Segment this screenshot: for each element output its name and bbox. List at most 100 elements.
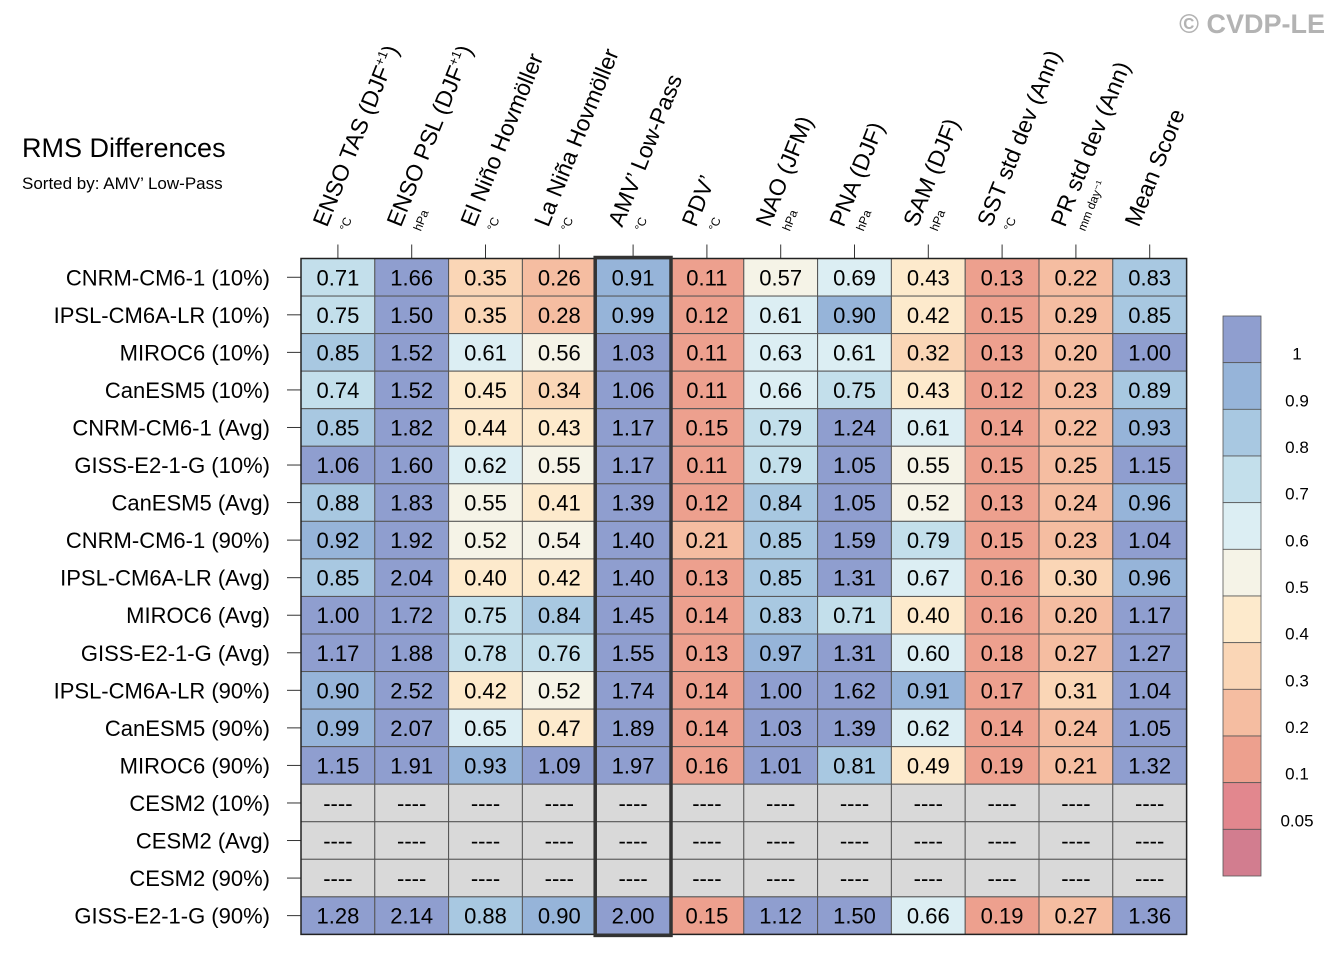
cell-value-label: 0.11: [686, 453, 727, 478]
heatmap-cell: [743, 595, 819, 635]
heatmap-cell: [669, 633, 745, 673]
heatmap-cell: [743, 708, 819, 748]
heatmap-cell: [1112, 671, 1188, 710]
column-label-text: Mean Score: [1119, 105, 1190, 230]
cell-value-label: 0.34: [538, 378, 581, 403]
heatmap-cell: [964, 408, 1040, 447]
heatmap-cell: [300, 520, 376, 560]
row-label: GISS-E2-1-G (90%): [74, 904, 270, 929]
cell-value-label: 1.00: [316, 603, 359, 628]
cell-value-label: ----: [545, 791, 574, 816]
heatmap-cell: [817, 483, 892, 522]
cell-value-label: 1.66: [390, 265, 433, 290]
cell-value-label: 1.91: [390, 753, 433, 778]
heatmap-cell: [817, 333, 892, 372]
heatmap-cell: [595, 633, 671, 673]
cell-value-label: ----: [692, 829, 721, 854]
row-label: CNRM-CM6-1 (90%): [66, 528, 270, 553]
cell-value-label: 0.40: [907, 603, 950, 628]
colorbar-box: [1222, 408, 1262, 457]
heatmap-frame: [300, 257, 1188, 936]
heatmap-cell: [669, 258, 745, 297]
cell-value-label: 1.24: [833, 415, 876, 440]
row-label: GISS-E2-1-G (Avg): [81, 641, 270, 666]
cell-value-label: ----: [766, 866, 795, 891]
cell-value-label: 0.52: [538, 678, 581, 703]
cell-value-label: ----: [987, 791, 1016, 816]
heatmap-cell: [817, 783, 892, 823]
cell-value-label: 0.14: [685, 603, 728, 628]
cell-value-label: 1.17: [1128, 603, 1171, 628]
cell-value-label: 2.04: [390, 566, 433, 591]
heatmap-cell: [817, 408, 892, 447]
cell-value-label: 0.79: [907, 528, 950, 553]
heatmap-cell: [521, 746, 597, 785]
cell-value-label: 0.57: [759, 265, 802, 290]
column-unit-label: °C: [337, 215, 355, 233]
heatmap-cell: [964, 746, 1040, 785]
cell-value-label: 1.40: [612, 528, 655, 553]
cell-value-label: 1.97: [612, 753, 655, 778]
column-unit-label: °C: [706, 215, 724, 233]
heatmap-cell: [595, 445, 671, 485]
heatmap-cell: [374, 295, 450, 335]
heatmap-cell: [817, 558, 892, 597]
cell-value-label: 0.42: [538, 566, 581, 591]
heatmap-cell: [743, 858, 819, 898]
cell-value-label: 0.85: [759, 566, 802, 591]
cell-value-label: ----: [397, 866, 426, 891]
cell-value-label: 0.81: [833, 753, 876, 778]
column-label: El Niño Hovmöller: [455, 49, 548, 230]
cell-value-label: 0.97: [759, 641, 802, 666]
heatmap-cell: [521, 333, 597, 372]
heatmap-cell: [1038, 295, 1114, 335]
heatmap-cell: [1112, 333, 1188, 372]
column-unit-label: °C: [632, 215, 650, 233]
cell-value-label: ----: [766, 791, 795, 816]
cell-value-label: ----: [545, 829, 574, 854]
heatmap-cell: [1038, 821, 1114, 860]
cell-value-label: 0.76: [538, 641, 581, 666]
cell-value-label: 0.31: [1054, 678, 1097, 703]
cell-value-label: ----: [471, 866, 500, 891]
cell-value-label: 0.91: [612, 265, 655, 290]
column-unit-label: °C: [558, 215, 576, 233]
row-label: CanESM5 (10%): [105, 378, 270, 403]
colorbar-box: [1222, 782, 1262, 830]
cell-value-label: 1.92: [390, 528, 433, 553]
cell-value-label: 0.15: [685, 904, 728, 929]
heatmap-cell: [521, 520, 597, 560]
colorbar-box: [1222, 455, 1262, 504]
cell-value-label: 0.13: [981, 340, 1024, 365]
colorbar-label: 0.3: [1285, 671, 1309, 690]
cell-value-label: 0.61: [759, 303, 802, 328]
cell-value-label: 0.89: [1128, 378, 1171, 403]
heatmap-cell: [817, 746, 892, 785]
cell-value-label: 0.96: [1128, 566, 1171, 591]
heatmap-cell: [964, 821, 1040, 860]
cell-value-label: 0.32: [907, 340, 950, 365]
heatmap-cell: [743, 896, 819, 935]
cell-value-label: 1.52: [390, 378, 433, 403]
cell-value-label: 0.13: [981, 491, 1024, 516]
cell-value-label: ----: [323, 829, 352, 854]
heatmap-cell: [521, 408, 597, 447]
heatmap-cell: [669, 783, 745, 823]
cell-value-label: ----: [987, 866, 1016, 891]
heatmap-cell: [890, 558, 966, 597]
heatmap-cell: [890, 520, 966, 560]
heatmap-cell: [964, 558, 1040, 597]
cell-value-label: 1.59: [833, 528, 876, 553]
cell-value-label: 0.49: [907, 753, 950, 778]
heatmap-cell: [964, 858, 1040, 898]
cell-value-label: 0.23: [1054, 528, 1097, 553]
cell-value-label: ----: [397, 791, 426, 816]
cell-value-label: 0.14: [981, 415, 1024, 440]
colorbar-label: 1: [1292, 345, 1301, 364]
row-label: IPSL-CM6A-LR (10%): [54, 303, 270, 328]
heatmap-cell: [817, 896, 892, 935]
heatmap-cell: [448, 558, 523, 597]
column-label-superscript: +1: [371, 48, 390, 67]
heatmap-cell: [817, 858, 892, 898]
